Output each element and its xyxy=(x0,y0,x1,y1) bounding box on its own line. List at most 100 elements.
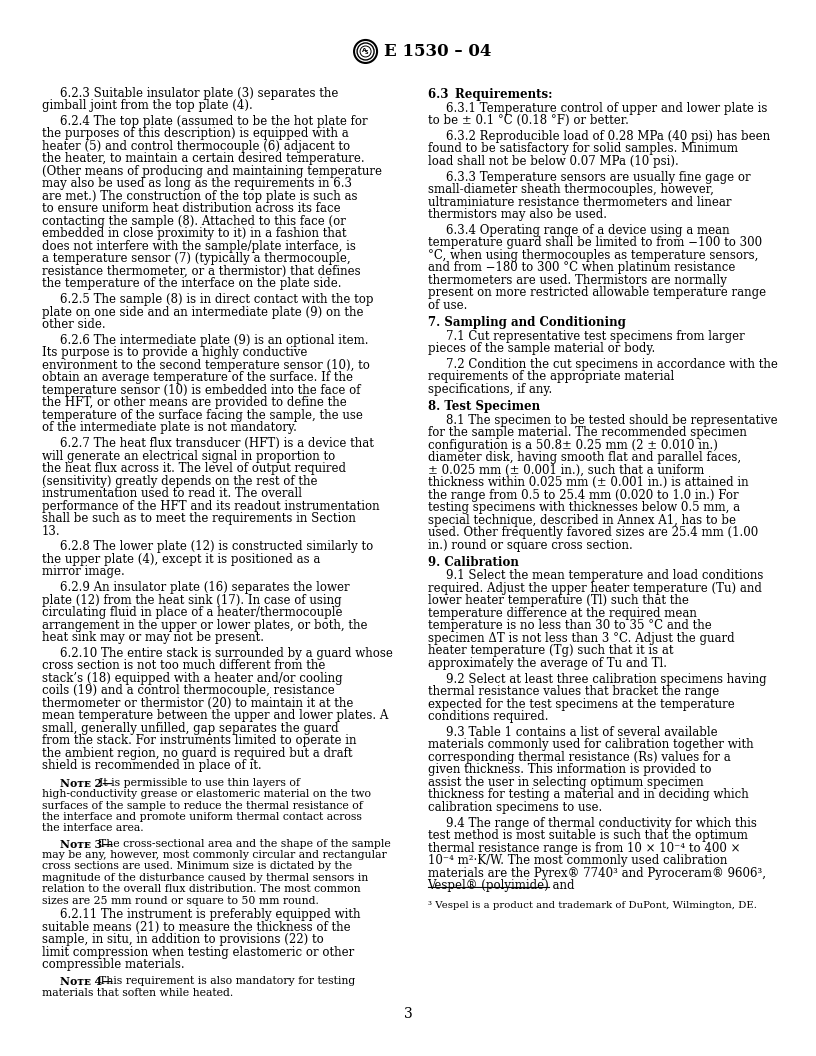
Text: required. Adjust the upper heater temperature (Tu) and: required. Adjust the upper heater temper… xyxy=(428,582,761,595)
Text: environment to the second temperature sensor (10), to: environment to the second temperature se… xyxy=(42,359,370,372)
Text: test method is most suitable is such that the optimum: test method is most suitable is such tha… xyxy=(428,829,747,843)
Text: diameter disk, having smooth flat and parallel faces,: diameter disk, having smooth flat and pa… xyxy=(428,451,741,464)
Text: for the sample material. The recommended specimen: for the sample material. The recommended… xyxy=(428,426,747,439)
Text: 9.4 The range of thermal conductivity for which this: 9.4 The range of thermal conductivity fo… xyxy=(446,816,756,830)
Text: (Other means of producing and maintaining temperature: (Other means of producing and maintainin… xyxy=(42,165,382,177)
Text: does not interfere with the sample/plate interface, is: does not interfere with the sample/plate… xyxy=(42,240,356,253)
Text: 9. Calibration: 9. Calibration xyxy=(428,555,518,569)
Text: 6.3.2 Reproducible load of 0.28 MPa (40 psi) has been: 6.3.2 Reproducible load of 0.28 MPa (40 … xyxy=(446,130,769,143)
Text: 6.2.4 The top plate (assumed to be the hot plate for: 6.2.4 The top plate (assumed to be the h… xyxy=(60,115,367,128)
Text: present on more restricted allowable temperature range: present on more restricted allowable tem… xyxy=(428,286,765,299)
Text: 9.1 Select the mean temperature and load conditions: 9.1 Select the mean temperature and load… xyxy=(446,569,763,583)
Text: assist the user in selecting optimum specimen: assist the user in selecting optimum spe… xyxy=(428,776,703,789)
Text: stack’s (18) equipped with a heater and/or cooling: stack’s (18) equipped with a heater and/… xyxy=(42,672,342,685)
Text: 6.2.11 The instrument is preferably equipped with: 6.2.11 The instrument is preferably equi… xyxy=(60,908,360,921)
Text: A: A xyxy=(362,48,367,53)
Text: thermistors may also be used.: thermistors may also be used. xyxy=(428,208,606,221)
Text: 8. Test Specimen: 8. Test Specimen xyxy=(428,400,539,413)
Text: Nᴏᴛᴇ 3—: Nᴏᴛᴇ 3— xyxy=(60,838,113,849)
Text: 6.2.10 The entire stack is surrounded by a guard whose: 6.2.10 The entire stack is surrounded by… xyxy=(60,647,392,660)
Text: requirements of the appropriate material: requirements of the appropriate material xyxy=(428,371,674,383)
Text: magnitude of the disturbance caused by thermal sensors in: magnitude of the disturbance caused by t… xyxy=(42,872,368,883)
Text: the interface area.: the interface area. xyxy=(42,824,144,833)
Text: ³ Vespel is a product and trademark of DuPont, Wilmington, DE.: ³ Vespel is a product and trademark of D… xyxy=(428,901,756,910)
Text: °C, when using thermocouples as temperature sensors,: °C, when using thermocouples as temperat… xyxy=(428,249,758,262)
Text: Nᴏᴛᴇ 2—: Nᴏᴛᴇ 2— xyxy=(60,777,113,789)
Text: the interface and promote uniform thermal contact across: the interface and promote uniform therma… xyxy=(42,812,361,822)
Text: 13.: 13. xyxy=(42,525,60,538)
Text: other side.: other side. xyxy=(42,318,105,332)
Text: thermal resistance values that bracket the range: thermal resistance values that bracket t… xyxy=(428,685,719,698)
Text: the range from 0.5 to 25.4 mm (0.020 to 1.0 in.) For: the range from 0.5 to 25.4 mm (0.020 to … xyxy=(428,489,738,502)
Text: small, generally unfilled, gap separates the guard: small, generally unfilled, gap separates… xyxy=(42,722,339,735)
Text: materials that soften while heated.: materials that soften while heated. xyxy=(42,987,233,998)
Text: S: S xyxy=(365,50,369,55)
Text: the temperature of the interface on the plate side.: the temperature of the interface on the … xyxy=(42,278,341,290)
Text: the upper plate (4), except it is positioned as a: the upper plate (4), except it is positi… xyxy=(42,553,320,566)
Text: (sensitivity) greatly depends on the rest of the: (sensitivity) greatly depends on the res… xyxy=(42,474,317,488)
Text: materials are the Pyrex® 7740³ and Pyroceram® 9606³,: materials are the Pyrex® 7740³ and Pyroc… xyxy=(428,867,765,880)
Text: and from −180 to 300 °C when platinum resistance: and from −180 to 300 °C when platinum re… xyxy=(428,261,735,275)
Text: surfaces of the sample to reduce the thermal resistance of: surfaces of the sample to reduce the the… xyxy=(42,800,362,811)
Text: 6.3.4 Operating range of a device using a mean: 6.3.4 Operating range of a device using … xyxy=(446,224,730,237)
Text: shield is recommended in place of it.: shield is recommended in place of it. xyxy=(42,759,261,773)
Text: heater (5) and control thermocouple (6) adjacent to: heater (5) and control thermocouple (6) … xyxy=(42,139,350,153)
Text: contacting the sample (8). Attached to this face (or: contacting the sample (8). Attached to t… xyxy=(42,214,345,228)
Text: configuration is a 50.8± 0.25 mm (2 ± 0.010 in.): configuration is a 50.8± 0.25 mm (2 ± 0.… xyxy=(428,438,717,452)
Text: ± 0.025 mm (± 0.001 in.), such that a uniform: ± 0.025 mm (± 0.001 in.), such that a un… xyxy=(428,464,704,476)
Text: performance of the HFT and its readout instrumentation: performance of the HFT and its readout i… xyxy=(42,499,379,513)
Text: The cross-sectional area and the shape of the sample: The cross-sectional area and the shape o… xyxy=(99,838,390,849)
Text: 6.3.1 Temperature control of upper and lower plate is: 6.3.1 Temperature control of upper and l… xyxy=(446,101,767,115)
Text: thickness for testing a material and in deciding which: thickness for testing a material and in … xyxy=(428,789,748,802)
Text: It is permissible to use thin layers of: It is permissible to use thin layers of xyxy=(99,777,299,788)
Text: Vespel® (polyimide) and: Vespel® (polyimide) and xyxy=(428,880,575,892)
Text: plate (12) from the heat sink (17). In case of using: plate (12) from the heat sink (17). In c… xyxy=(42,593,341,606)
Text: mean temperature between the upper and lower plates. A: mean temperature between the upper and l… xyxy=(42,710,388,722)
Text: to be ± 0.1 °C (0.18 °F) or better.: to be ± 0.1 °C (0.18 °F) or better. xyxy=(428,114,628,127)
Text: may be any, however, most commonly circular and rectangular: may be any, however, most commonly circu… xyxy=(42,850,386,860)
Text: Its purpose is to provide a highly conductive: Its purpose is to provide a highly condu… xyxy=(42,346,307,359)
Text: mirror image.: mirror image. xyxy=(42,565,124,579)
Text: 6.2.6 The intermediate plate (9) is an optional item.: 6.2.6 The intermediate plate (9) is an o… xyxy=(60,334,368,346)
Text: thermometer or thermistor (20) to maintain it at the: thermometer or thermistor (20) to mainta… xyxy=(42,697,353,710)
Text: 7.1 Cut representative test specimens from larger: 7.1 Cut representative test specimens fr… xyxy=(446,329,744,342)
Text: specifications, if any.: specifications, if any. xyxy=(428,382,552,396)
Text: will generate an electrical signal in proportion to: will generate an electrical signal in pr… xyxy=(42,450,335,463)
Text: the heat flux across it. The level of output required: the heat flux across it. The level of ou… xyxy=(42,463,346,475)
Text: 6.3.3 Temperature sensors are usually fine gage or: 6.3.3 Temperature sensors are usually fi… xyxy=(446,170,750,184)
Text: 6.2.3 Suitable insulator plate (3) separates the: 6.2.3 Suitable insulator plate (3) separ… xyxy=(60,87,338,99)
Text: found to be satisfactory for solid samples. Minimum: found to be satisfactory for solid sampl… xyxy=(428,143,738,155)
Text: This requirement is also mandatory for testing: This requirement is also mandatory for t… xyxy=(99,977,355,986)
Text: E 1530 – 04: E 1530 – 04 xyxy=(384,43,491,60)
Text: instrumentation used to read it. The overall: instrumentation used to read it. The ove… xyxy=(42,487,302,501)
Text: to ensure uniform heat distribution across its face: to ensure uniform heat distribution acro… xyxy=(42,203,340,215)
Text: 6.2.8 The lower plate (12) is constructed similarly to: 6.2.8 The lower plate (12) is constructe… xyxy=(60,541,373,553)
Text: gimball joint from the top plate (4).: gimball joint from the top plate (4). xyxy=(42,99,252,112)
Text: specimen ΔT is not less than 3 °C. Adjust the guard: specimen ΔT is not less than 3 °C. Adjus… xyxy=(428,631,734,645)
Text: 3: 3 xyxy=(404,1006,412,1021)
Text: of use.: of use. xyxy=(428,299,467,312)
Text: testing specimens with thicknesses below 0.5 mm, a: testing specimens with thicknesses below… xyxy=(428,502,740,514)
Text: conditions required.: conditions required. xyxy=(428,711,548,723)
Text: may also be used as long as the requirements in 6.3: may also be used as long as the requirem… xyxy=(42,177,352,190)
Text: temperature guard shall be limited to from −100 to 300: temperature guard shall be limited to fr… xyxy=(428,237,761,249)
Text: temperature is no less than 30 to 35 °C and the: temperature is no less than 30 to 35 °C … xyxy=(428,620,712,633)
Text: approximately the average of Tu and Tl.: approximately the average of Tu and Tl. xyxy=(428,657,667,670)
Text: of the intermediate plate is not mandatory.: of the intermediate plate is not mandato… xyxy=(42,421,296,434)
Text: given thickness. This information is provided to: given thickness. This information is pro… xyxy=(428,763,711,776)
Text: calibration specimens to use.: calibration specimens to use. xyxy=(428,800,602,814)
Text: thickness within 0.025 mm (± 0.001 in.) is attained in: thickness within 0.025 mm (± 0.001 in.) … xyxy=(428,476,748,489)
Text: small-diameter sheath thermocouples, however,: small-diameter sheath thermocouples, how… xyxy=(428,183,713,196)
Text: heater temperature (Tg) such that it is at: heater temperature (Tg) such that it is … xyxy=(428,644,673,658)
Text: high-conductivity grease or elastomeric material on the two: high-conductivity grease or elastomeric … xyxy=(42,789,370,799)
Text: sample, in situ, in addition to provisions (22) to: sample, in situ, in addition to provisio… xyxy=(42,934,323,946)
Text: materials commonly used for calibration together with: materials commonly used for calibration … xyxy=(428,738,753,752)
Text: relation to the overall flux distribution. The most common: relation to the overall flux distributio… xyxy=(42,884,360,894)
Text: plate on one side and an intermediate plate (9) on the: plate on one side and an intermediate pl… xyxy=(42,305,363,319)
Text: the HFT, or other means are provided to define the: the HFT, or other means are provided to … xyxy=(42,396,346,410)
Text: circulating fluid in place of a heater/thermocouple: circulating fluid in place of a heater/t… xyxy=(42,606,342,619)
Text: 8.1 The specimen to be tested should be representative: 8.1 The specimen to be tested should be … xyxy=(446,414,777,427)
Text: Nᴏᴛᴇ 4—: Nᴏᴛᴇ 4— xyxy=(60,977,113,987)
Text: embedded in close proximity to it) in a fashion that: embedded in close proximity to it) in a … xyxy=(42,227,346,241)
Text: 10⁻⁴ m²·K/W. The most commonly used calibration: 10⁻⁴ m²·K/W. The most commonly used cali… xyxy=(428,854,727,867)
